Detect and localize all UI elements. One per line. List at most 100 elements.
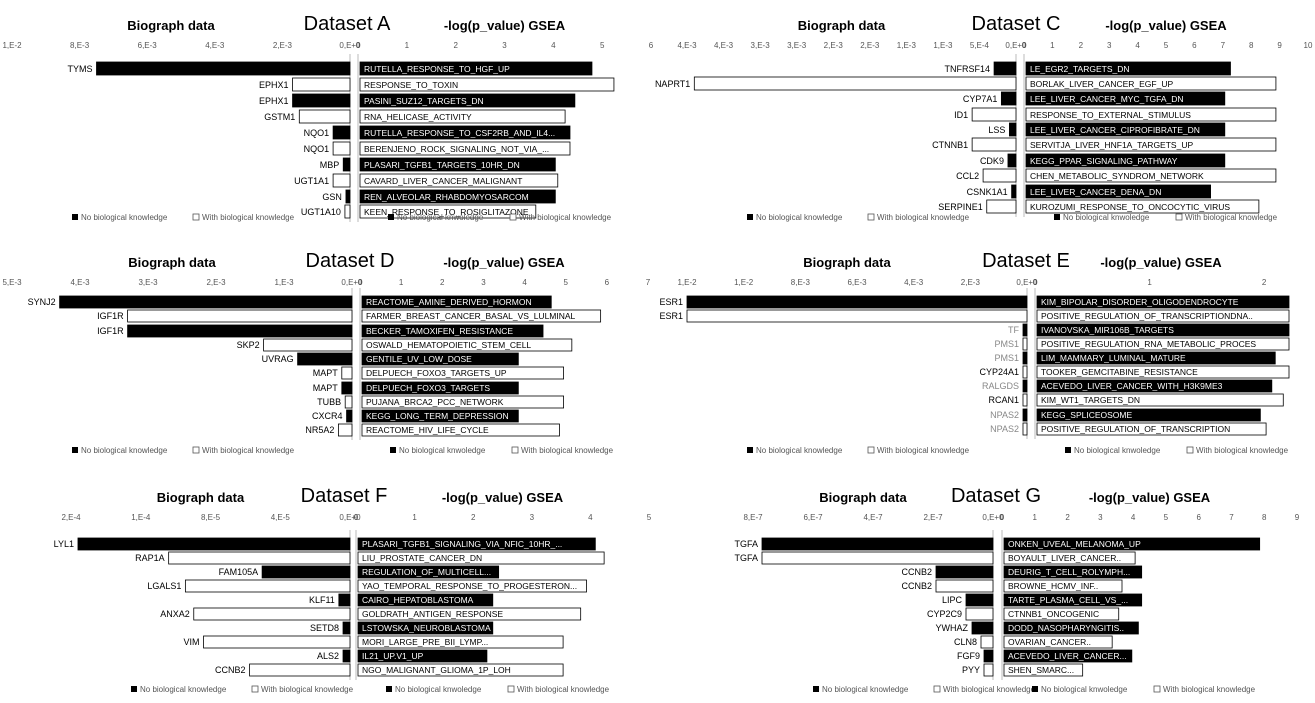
right-axis-tick-label: 0: [354, 513, 359, 522]
gene-label: CXCR4: [312, 411, 343, 421]
right-axis-tick-label: 2: [1065, 513, 1070, 522]
gene-label: IGF1R: [97, 311, 124, 321]
dataset-title: Dataset A: [304, 13, 391, 35]
gene-label: UGT1A10: [301, 207, 341, 217]
left-axis-tick-label: 0,E+0: [1005, 41, 1027, 50]
gene-label: MBP: [320, 160, 340, 170]
gsea-bar: [1003, 565, 1143, 579]
gene-label: LYL1: [54, 539, 74, 549]
legend-left: No biological knowledge With biological k…: [747, 213, 970, 222]
left-axis-tick-label: 4,E-3: [205, 41, 225, 50]
legend-white-swatch: [509, 213, 517, 221]
biograph-bar: [686, 309, 1028, 323]
gene-label: PYY: [962, 665, 980, 675]
gene-label: CLN8: [954, 637, 977, 647]
biograph-bar: [971, 137, 1017, 152]
right-panel-title: -log(p_value) GSEA: [443, 255, 565, 270]
gene-label: EPHX1: [259, 80, 289, 90]
gene-label: CCNB2: [901, 581, 932, 591]
dataset-title: Dataset E: [982, 250, 1070, 272]
gene-set-label: CAVARD_LIVER_CANCER_MALIGNANT: [364, 176, 522, 186]
gene-set-label: LEE_LIVER_CANCER_MYC_TGFA_DN: [1030, 94, 1184, 104]
biograph-bar: [965, 607, 994, 621]
biograph-bar: [1000, 91, 1017, 106]
right-panel-title: -log(p_value) GSEA: [442, 490, 564, 505]
biograph-bar: [127, 324, 353, 338]
gene-label: PMS1: [994, 339, 1019, 349]
legend-black-label: No biological knowledge: [756, 213, 843, 222]
gene-set-label: BECKER_TAMOXIFEN_RESISTANCE: [366, 326, 513, 336]
right-axis-tick-label: 9: [1295, 513, 1300, 522]
legend-white-swatch: [251, 685, 259, 693]
biograph-bar: [292, 77, 351, 92]
gene-set-label: CAIRO_HEPATOBLASTOMA: [362, 595, 474, 605]
biograph-bar: [263, 338, 353, 352]
gsea-bar: [361, 324, 544, 338]
legend-black-label: No biological knwoledge: [1074, 446, 1161, 455]
gene-label: FAM105A: [219, 567, 259, 577]
gene-label: NPAS2: [990, 410, 1019, 420]
gene-label: CYP7A1: [963, 94, 998, 104]
right-axis-tick-label: 8: [1262, 513, 1267, 522]
gene-label: TGFA: [734, 553, 758, 563]
gsea-bar: [1025, 137, 1277, 152]
biograph-bar: [1007, 153, 1017, 168]
gsea-bar: [361, 309, 602, 323]
gsea-bar: [1025, 153, 1226, 168]
right-axis-tick-label: 1: [1050, 41, 1055, 50]
gene-label: GSTM1: [264, 112, 295, 122]
legend-right: No biological knwoledge With biological k…: [1065, 446, 1289, 455]
gsea-bar: [357, 663, 564, 677]
legend-white-swatch: [867, 213, 875, 221]
gene-set-label: KEEN_RESPONSE_TO_ROSIGLITAZONE: [364, 207, 529, 217]
gene-set-label: CHEN_METABOLIC_SYNDROM_NETWORK: [1030, 171, 1204, 181]
legend-black-label: No biological knwoledge: [397, 213, 484, 222]
left-axis-tick-label: 5,E-3: [2, 278, 22, 287]
gene-label: GSN: [322, 192, 342, 202]
left-axis-tick-label: 4,E-3: [677, 41, 697, 50]
legend-white-swatch: [1175, 213, 1183, 221]
biograph-bar: [346, 409, 353, 423]
gsea-bar: [357, 565, 500, 579]
gsea-bar: [357, 537, 596, 551]
gene-label: MAPT: [313, 368, 339, 378]
biograph-bar: [341, 366, 353, 380]
gsea-bar: [359, 157, 556, 172]
right-axis-tick-label: 6: [1192, 41, 1197, 50]
gene-label: ESR1: [659, 311, 683, 321]
gene-set-label: PLASARI_TGFB1_TARGETS_10HR_DN: [364, 160, 520, 170]
legend-white-label: With biological knowledge: [1163, 685, 1256, 694]
legend-white-label: With biological knowledge: [1196, 446, 1289, 455]
left-axis-tick-label: 3,E-3: [751, 41, 771, 50]
gene-label: TYMS: [67, 64, 92, 74]
right-axis-tick-label: 6: [1196, 513, 1201, 522]
legend-white-swatch: [511, 446, 519, 454]
right-panel-title: -log(p_value) GSEA: [1100, 255, 1222, 270]
right-axis-tick-label: 5: [1164, 513, 1169, 522]
gene-label: FGF9: [957, 651, 980, 661]
legend-black-swatch: [390, 447, 396, 453]
biograph-bar: [982, 168, 1017, 183]
gene-label: YWHAZ: [936, 623, 969, 633]
gsea-bar: [361, 423, 560, 437]
gsea-bar: [1003, 649, 1133, 663]
gene-label: CCNB2: [901, 567, 932, 577]
dataset-title: Dataset C: [972, 13, 1061, 35]
legend-white-label: With biological knowledge: [202, 213, 295, 222]
legend-black-label: No biological knowledge: [81, 213, 168, 222]
biograph-bar: [332, 173, 351, 188]
biograph-bar: [345, 189, 351, 204]
gene-label: RALGDS: [982, 381, 1019, 391]
gene-label: CTNNB1: [932, 140, 968, 150]
gene-label: TF: [1008, 325, 1019, 335]
gene-set-label: POSITIVE_REGULATION_OF_TRANSCRIPTION: [1041, 424, 1230, 434]
gsea-bar: [1003, 579, 1123, 593]
gene-label: CCL2: [956, 171, 979, 181]
legend-right: No biological knwoledge With biological k…: [390, 446, 614, 455]
legend-white-swatch: [507, 685, 515, 693]
gsea-bar: [1036, 309, 1290, 323]
gene-label: KLF11: [309, 595, 335, 605]
biograph-bar: [965, 593, 994, 607]
gene-label: NQO1: [304, 128, 330, 138]
biograph-bar: [1022, 323, 1028, 337]
